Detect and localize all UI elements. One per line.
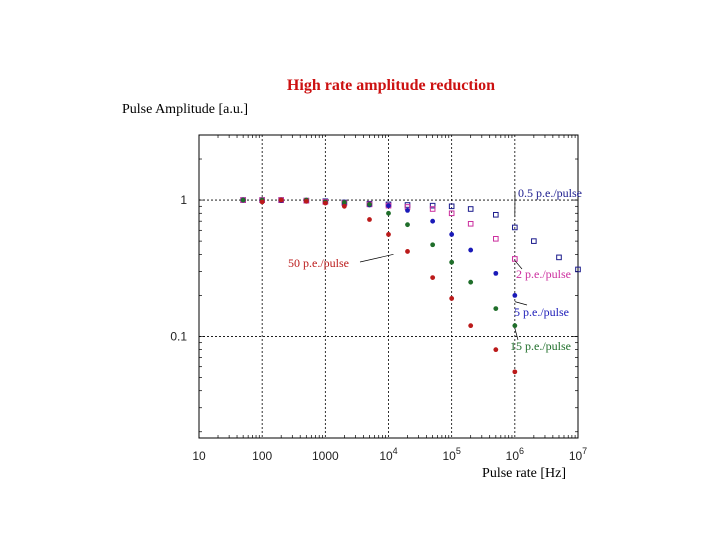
- data-point: [468, 248, 473, 253]
- data-point: [449, 232, 454, 237]
- data-point: [430, 275, 435, 280]
- x-tick-base: 10: [506, 449, 520, 463]
- data-point: [430, 203, 435, 208]
- x-tick-label: 107: [569, 446, 587, 463]
- x-tick-label: 1000: [312, 449, 339, 463]
- data-point: [304, 199, 309, 204]
- x-tick-base: 100: [252, 449, 272, 463]
- data-point: [279, 198, 284, 203]
- x-tick-base: 1000: [312, 449, 339, 463]
- data-point: [430, 207, 435, 212]
- data-point: [557, 255, 562, 260]
- series-1: [241, 198, 517, 261]
- data-point: [468, 280, 473, 285]
- series-label: 15 p.e./pulse: [510, 339, 571, 353]
- data-point: [494, 212, 499, 217]
- data-point: [386, 232, 391, 237]
- data-point: [430, 219, 435, 224]
- x-tick-label: 106: [506, 446, 524, 463]
- data-point: [405, 249, 410, 254]
- series-label: 0.5 p.e./pulse: [518, 186, 582, 200]
- data-point: [430, 242, 435, 247]
- data-point: [323, 201, 328, 206]
- x-tick-label: 105: [442, 446, 460, 463]
- data-point: [493, 271, 498, 276]
- series-3: [241, 198, 517, 328]
- data-point: [468, 323, 473, 328]
- data-point: [260, 199, 265, 204]
- chart-title: High rate amplitude reduction: [287, 77, 495, 94]
- x-tick-base: 10: [379, 449, 393, 463]
- data-point: [532, 239, 537, 244]
- x-axis-label: Pulse rate [Hz]: [482, 466, 566, 481]
- y-tick-label: 1: [180, 193, 187, 207]
- data-point: [405, 208, 410, 213]
- series-label: 2 p.e./pulse: [516, 267, 571, 281]
- x-tick-exponent: 7: [582, 446, 587, 456]
- data-point: [468, 207, 473, 212]
- series-label: 50 p.e./pulse: [288, 256, 349, 270]
- x-tick-exponent: 5: [456, 446, 461, 456]
- x-tick-exponent: 4: [393, 446, 398, 456]
- x-tick-base: 10: [442, 449, 456, 463]
- data-point: [342, 204, 347, 209]
- data-point: [494, 236, 499, 241]
- series-label: 5 p.e./pulse: [514, 305, 569, 319]
- data-point: [386, 203, 391, 208]
- data-point: [386, 211, 391, 216]
- data-point: [449, 296, 454, 301]
- x-tick-base: 10: [192, 449, 206, 463]
- x-tick-label: 100: [252, 449, 272, 463]
- x-tick-base: 10: [569, 449, 583, 463]
- data-point: [468, 221, 473, 226]
- x-tick-label: 104: [379, 446, 397, 463]
- y-axis-label: Pulse Amplitude [a.u.]: [122, 102, 248, 117]
- x-tick-exponent: 6: [519, 446, 524, 456]
- data-point: [367, 217, 372, 222]
- data-point: [449, 260, 454, 265]
- grid: [199, 135, 578, 438]
- data-point: [512, 293, 517, 298]
- x-tick-label: 10: [192, 449, 206, 463]
- data-point: [367, 202, 372, 207]
- y-tick-label: 0.1: [170, 329, 187, 343]
- data-point: [493, 306, 498, 311]
- data-point: [493, 347, 498, 352]
- data-point: [405, 222, 410, 227]
- data-point: [241, 198, 246, 203]
- data-point: [512, 369, 517, 374]
- data-point: [512, 323, 517, 328]
- series-2: [241, 198, 517, 298]
